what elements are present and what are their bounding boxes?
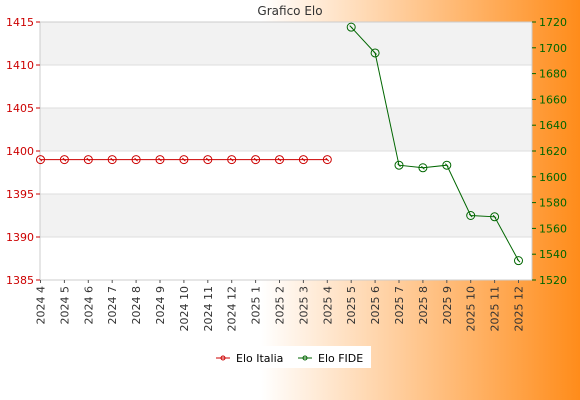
data-point: [83, 155, 93, 165]
data-point: [322, 155, 332, 165]
data-point: [514, 256, 523, 266]
data-point-mark: [349, 25, 354, 30]
data-point-mark: [38, 157, 43, 162]
grid-band: [40, 22, 532, 65]
right-axis-tick-label: 1600: [539, 171, 567, 184]
data-point-mark: [373, 51, 377, 55]
data-point: [131, 155, 141, 165]
legend-marker: [220, 355, 226, 361]
x-axis-tick-label: 2025 2: [274, 286, 287, 325]
data-point: [203, 155, 213, 165]
legend: Elo Italia Elo FIDE: [211, 346, 371, 368]
data-point: [370, 48, 380, 58]
x-axis-tick-label: 2025 10: [465, 286, 478, 332]
data-point: [107, 155, 117, 165]
x-axis-tick-label: 2025 9: [441, 286, 454, 325]
right-axis-tick-label: 1680: [539, 68, 567, 81]
x-axis-tick-label: 2025 12: [513, 286, 526, 332]
x-axis-tick-label: 2025 8: [417, 286, 430, 325]
data-point: [251, 155, 261, 165]
right-axis-tick-label: 1640: [539, 119, 567, 132]
x-axis-tick-label: 2024 7: [106, 286, 119, 325]
data-point-mark: [110, 157, 115, 162]
data-point: [490, 212, 500, 222]
left-axis-tick-label: 1390: [6, 231, 34, 244]
x-axis-tick-label: 2024 9: [154, 286, 167, 325]
right-axis-tick-label: 1580: [539, 197, 567, 210]
right-axis-tick-label: 1620: [539, 145, 567, 158]
right-axis-tick-label: 1540: [539, 248, 567, 261]
data-point-mark: [421, 165, 425, 170]
left-axis-tick-label: 1385: [6, 274, 34, 287]
legend-label: Elo FIDE: [318, 352, 363, 365]
data-point-mark: [301, 157, 306, 162]
x-axis-tick-label: 2024 4: [35, 286, 48, 325]
data-point: [346, 22, 356, 32]
data-point-mark: [468, 213, 473, 218]
right-axis-tick-label: 1560: [539, 222, 567, 235]
x-axis-tick-label: 2025 11: [489, 286, 502, 332]
data-point-mark: [516, 258, 521, 263]
x-axis-tick-label: 2024 8: [130, 286, 143, 325]
left-axis-tick-label: 1410: [6, 59, 34, 72]
x-axis-tick-label: 2025 1: [250, 286, 263, 325]
data-point-mark: [229, 157, 234, 162]
legend-label: Elo Italia: [236, 352, 283, 365]
data-point-mark: [182, 157, 186, 162]
data-point: [275, 155, 284, 165]
left-axis-tick-label: 1415: [6, 16, 34, 29]
left-axis-tick-label: 1405: [6, 102, 34, 115]
x-axis-tick-label: 2024 6: [82, 286, 95, 325]
data-point-mark: [492, 214, 497, 219]
data-point: [227, 155, 237, 165]
grid-band: [40, 194, 532, 237]
data-point: [466, 211, 476, 220]
x-axis-tick-label: 2024 5: [58, 286, 71, 325]
data-point-mark: [62, 157, 67, 162]
x-axis-tick-label: 2024 10: [178, 286, 191, 332]
right-axis-tick-label: 1700: [539, 42, 567, 55]
x-axis-tick-label: 2024 11: [202, 286, 215, 332]
data-point: [36, 155, 45, 165]
x-axis-tick-label: 2025 5: [345, 286, 358, 325]
data-point-mark: [277, 157, 282, 162]
x-axis-tick-label: 2024 12: [226, 286, 239, 332]
data-point-mark: [444, 163, 449, 168]
data-point: [298, 155, 308, 165]
data-point: [155, 155, 165, 165]
data-point-mark: [158, 157, 162, 162]
plot-area: 1385 1390 1395 1400 1405 1410 1415 1520 1540 1560…: [6, 16, 567, 332]
legend-box: [211, 346, 371, 368]
data-point: [418, 163, 428, 173]
right-axis-tick-label: 1660: [539, 93, 567, 106]
data-point-mark: [325, 157, 330, 162]
x-axis-tick-label: 2025 4: [321, 286, 334, 325]
data-point-mark: [397, 163, 401, 168]
data-point: [394, 160, 404, 170]
x-axis-tick-label: 2025 3: [297, 286, 310, 325]
data-point-mark: [253, 157, 258, 162]
left-axis-tick-label: 1400: [6, 145, 34, 158]
data-point-mark: [134, 157, 138, 162]
data-point: [59, 155, 69, 165]
legend-marker: [302, 355, 308, 361]
data-point-mark: [86, 157, 91, 162]
left-axis-tick-label: 1395: [6, 188, 34, 201]
grid-band: [40, 108, 532, 151]
x-axis-tick-label: 2025 6: [369, 286, 382, 325]
right-axis-tick-label: 1720: [539, 16, 567, 29]
right-axis-tick-label: 1520: [539, 274, 567, 287]
chart-title: Grafico Elo: [257, 4, 322, 18]
data-point-mark: [205, 157, 210, 162]
x-axis-tick-label: 2025 7: [393, 286, 406, 325]
data-point: [442, 160, 452, 170]
data-point: [179, 155, 189, 165]
